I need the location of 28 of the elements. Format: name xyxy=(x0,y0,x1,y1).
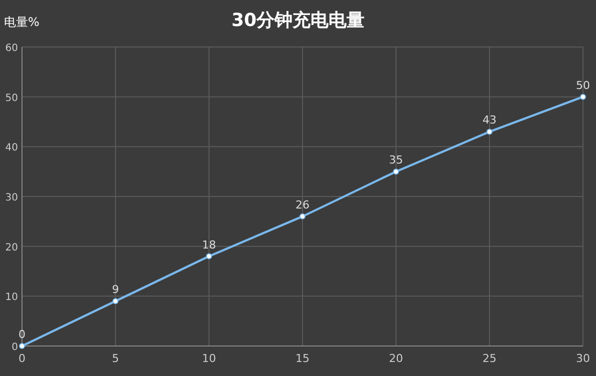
y-tick-label: 60 xyxy=(5,43,18,54)
x-tick-label: 30 xyxy=(576,352,590,365)
data-label: 35 xyxy=(389,154,403,167)
point xyxy=(206,253,212,260)
y-tick-label: 0 xyxy=(12,342,18,353)
point xyxy=(486,128,492,135)
x-tick-label: 25 xyxy=(482,352,496,365)
y-tick-label: 30 xyxy=(5,192,18,204)
data-label: 9 xyxy=(112,283,119,296)
data-label: 43 xyxy=(482,114,496,127)
point xyxy=(19,343,25,349)
x-tick-label: 10 xyxy=(202,352,216,365)
data-label: 18 xyxy=(202,238,216,252)
x-tick-label: 20 xyxy=(389,352,403,365)
point xyxy=(580,94,586,100)
point xyxy=(393,168,399,175)
x-tick-label: 15 xyxy=(296,352,310,365)
y-tick-label: 50 xyxy=(5,92,18,104)
data-label: 50 xyxy=(576,78,590,92)
y-tick-label: 10 xyxy=(5,292,18,304)
y-tick-label: 20 xyxy=(5,242,18,254)
point xyxy=(300,213,306,220)
chart-title: 30分钟充电电量 xyxy=(231,10,365,31)
x-tick-label: 5 xyxy=(112,352,119,365)
y-tick-label: 40 xyxy=(5,142,18,154)
point xyxy=(112,298,118,304)
data-label: 26 xyxy=(296,198,310,212)
y-axis-title: 电量% xyxy=(4,15,40,29)
